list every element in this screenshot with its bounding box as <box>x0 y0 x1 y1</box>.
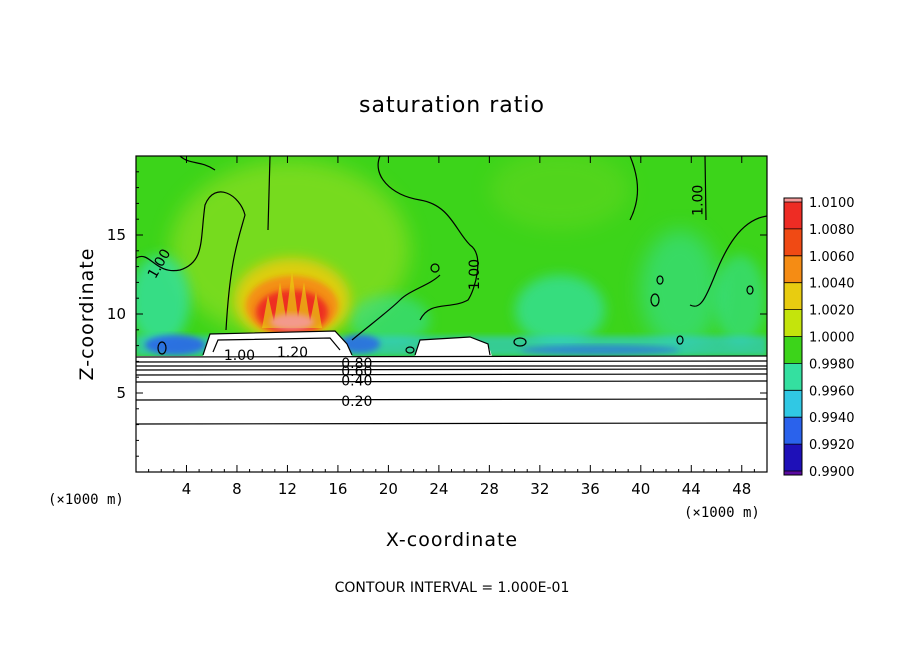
colorbar-label: 1.0100 <box>809 196 855 211</box>
contour-interval-note: CONTOUR INTERVAL = 1.000E-01 <box>335 580 570 596</box>
y-tick-label: 10 <box>107 305 126 323</box>
contour-label: 0.40 <box>341 373 372 389</box>
x-tick-label: 32 <box>530 480 549 498</box>
x-tick-label: 8 <box>232 480 242 498</box>
contour-label: 1.00 <box>467 259 483 290</box>
colorbar-label: 1.0060 <box>809 250 855 265</box>
colorbar-swatch <box>784 255 802 284</box>
y-unit-label: (×1000 m) <box>48 492 124 508</box>
contour-label: 1.20 <box>277 345 308 361</box>
contour-label: 1.00 <box>691 185 707 216</box>
colorbar-label: 0.9980 <box>809 357 855 372</box>
colorbar-label: 0.9900 <box>809 465 855 480</box>
contour-labels: 1.00 1.001.001.00 1.200.800.600.400.20 <box>145 185 707 410</box>
x-tick-label: 24 <box>429 480 448 498</box>
colorbar-label: 1.0000 <box>809 331 855 346</box>
x-tick-label: 4 <box>182 480 192 498</box>
colorbar-swatch <box>784 390 802 418</box>
colorbar-swatch <box>784 444 802 472</box>
x-tick-label: 12 <box>278 480 297 498</box>
x-axis-ticks: 4 8 12 16 20 24 28 32 36 40 44 48 <box>148 156 755 498</box>
colorbar-swatch <box>784 309 802 337</box>
x-tick-label: 36 <box>581 480 600 498</box>
colorbar-swatch <box>784 417 802 445</box>
y-tick-label: 15 <box>107 226 126 244</box>
x-tick-label: 28 <box>480 480 499 498</box>
x-unit-label: (×1000 m) <box>684 505 760 521</box>
colorbar-label: 0.9960 <box>809 384 855 399</box>
colorbar-swatch <box>784 282 802 311</box>
colorbar-label: 1.0080 <box>809 223 855 238</box>
y-tick-label: 5 <box>116 384 126 402</box>
y-axis-ticks: 5 10 15 <box>107 171 767 457</box>
chart-title: saturation ratio <box>359 93 545 118</box>
colorbar-swatch <box>784 363 802 391</box>
colorbar-label: 0.9920 <box>809 438 855 453</box>
colorbar-swatch <box>784 336 802 364</box>
heatmap-field <box>136 156 767 472</box>
colorbar-cap <box>784 471 802 475</box>
colorbar-swatch <box>784 202 802 230</box>
colorbar-label: 1.0040 <box>809 277 855 292</box>
contour-label: 0.20 <box>341 394 372 410</box>
colorbar: 1.0100 1.0080 1.0060 1.0040 1.0020 1.0000 0.99… <box>783 196 855 480</box>
colorbar-cap <box>784 198 802 202</box>
contour-label: 1.00 <box>224 348 255 364</box>
x-tick-label: 44 <box>682 480 701 498</box>
x-axis-title: X-coordinate <box>386 529 518 551</box>
contour-label: 0.80 <box>341 356 372 372</box>
colorbar-swatch <box>784 228 802 257</box>
x-tick-label: 48 <box>732 480 751 498</box>
contour-lines <box>136 156 767 425</box>
y-axis-title: Z-coordinate <box>76 248 98 381</box>
x-tick-label: 40 <box>631 480 650 498</box>
colorbar-label: 0.9940 <box>809 411 855 426</box>
x-tick-label: 16 <box>328 480 347 498</box>
contour-label: 0.60 <box>341 364 372 380</box>
colorbar-label: 1.0020 <box>809 304 855 319</box>
x-tick-label: 20 <box>379 480 398 498</box>
